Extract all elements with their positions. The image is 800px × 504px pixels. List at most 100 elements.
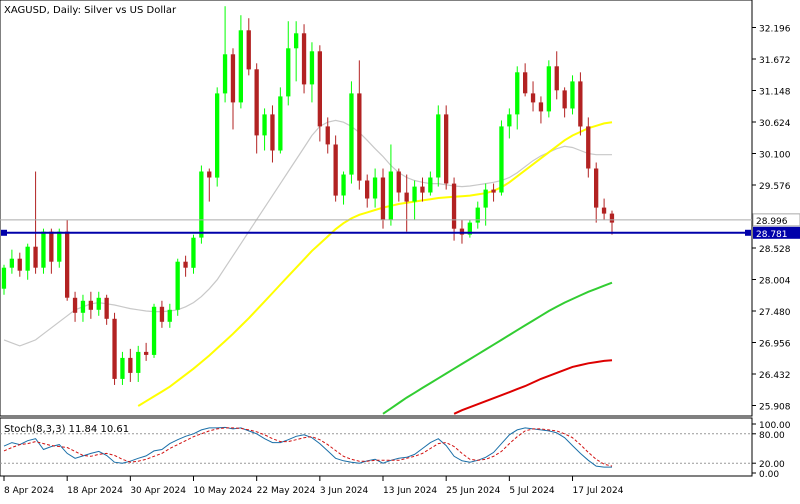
candle bbox=[294, 21, 299, 82]
stochastic-tick-label: 0.00 bbox=[759, 470, 779, 480]
time-tick-label: 25 Jun 2024 bbox=[446, 486, 500, 496]
candle-body bbox=[112, 318, 117, 379]
candle-body bbox=[570, 81, 575, 109]
candle bbox=[57, 228, 62, 268]
candle bbox=[562, 87, 567, 118]
candle bbox=[357, 60, 362, 190]
candle-body bbox=[467, 222, 472, 235]
candle-body bbox=[515, 72, 520, 115]
candle-body bbox=[309, 51, 315, 85]
candle-body bbox=[586, 126, 591, 169]
candle-body bbox=[80, 300, 86, 313]
candle bbox=[515, 66, 520, 130]
candle-body bbox=[491, 189, 496, 193]
candle bbox=[325, 117, 330, 154]
candles bbox=[1, 6, 615, 385]
price-tick-label: 32.196 bbox=[759, 24, 791, 34]
candle bbox=[396, 168, 401, 202]
candle-body bbox=[317, 51, 322, 127]
time-tick-label: 22 May 2024 bbox=[257, 486, 316, 496]
candle bbox=[570, 75, 575, 115]
time-tick-label: 3 Jun 2024 bbox=[320, 486, 369, 496]
stochastic-title: Stoch(8,3,3) 11.84 10.61 bbox=[4, 424, 129, 435]
candle bbox=[467, 219, 472, 238]
candle bbox=[96, 291, 101, 316]
candle bbox=[72, 291, 78, 322]
candle bbox=[317, 45, 322, 142]
candle-body bbox=[554, 66, 559, 91]
candle bbox=[199, 165, 204, 244]
candle bbox=[238, 15, 243, 109]
candle-body bbox=[396, 171, 401, 193]
candle-body bbox=[199, 171, 204, 238]
candle-body bbox=[1, 267, 7, 289]
candle-body bbox=[357, 93, 362, 181]
candle-body bbox=[483, 189, 488, 208]
horizontal-line-handle-right bbox=[745, 229, 751, 236]
candle-body bbox=[388, 171, 393, 220]
candle bbox=[17, 252, 22, 277]
time-tick-label: 10 May 2024 bbox=[194, 486, 253, 496]
candle bbox=[128, 348, 133, 382]
candle-body bbox=[451, 183, 457, 229]
candle-body bbox=[238, 30, 243, 103]
candle bbox=[254, 63, 259, 154]
candle-body bbox=[325, 126, 330, 145]
candle bbox=[523, 63, 528, 97]
candle-body bbox=[175, 261, 180, 310]
candle-body bbox=[341, 174, 346, 196]
candle bbox=[151, 303, 157, 358]
candle bbox=[112, 312, 117, 385]
candle-body bbox=[609, 213, 615, 223]
candle bbox=[436, 105, 441, 187]
candle bbox=[167, 303, 172, 328]
price-tick-label: 26.432 bbox=[759, 371, 791, 381]
candle bbox=[372, 168, 378, 208]
price-tick-label: 31.148 bbox=[759, 87, 791, 97]
candle bbox=[380, 168, 386, 229]
candle-body bbox=[72, 297, 78, 313]
horizontal-line-group: 28.996 28.781 bbox=[0, 213, 800, 240]
candle bbox=[451, 177, 457, 241]
candle-body bbox=[25, 246, 30, 271]
candle-body bbox=[17, 258, 22, 271]
candle bbox=[341, 171, 346, 205]
candle bbox=[104, 294, 109, 325]
candle-body bbox=[49, 231, 54, 262]
candle-body bbox=[294, 33, 299, 49]
candle-body bbox=[88, 300, 93, 310]
candle-body bbox=[436, 114, 441, 178]
price-tick-label: 25.908 bbox=[759, 403, 791, 413]
candle-body bbox=[507, 114, 512, 127]
candle-body bbox=[523, 72, 528, 94]
candle bbox=[278, 87, 283, 154]
candle-body bbox=[594, 168, 599, 208]
candle-body bbox=[246, 30, 251, 70]
stochastic-main-line bbox=[3, 426, 612, 468]
horizontal-line-price-label: 28.781 bbox=[756, 230, 788, 240]
candle bbox=[601, 198, 607, 220]
time-tick-label: 30 Apr 2024 bbox=[130, 486, 186, 496]
candle-body bbox=[167, 309, 172, 322]
candle bbox=[309, 42, 315, 103]
current-price-box bbox=[752, 213, 800, 227]
candle bbox=[222, 6, 228, 103]
candle-body bbox=[230, 54, 236, 103]
candle bbox=[270, 105, 275, 163]
stochastic-lines bbox=[3, 426, 613, 468]
candle bbox=[404, 174, 409, 232]
candle bbox=[1, 264, 7, 295]
candle bbox=[475, 201, 480, 229]
candle bbox=[546, 60, 551, 118]
candle-body bbox=[301, 33, 307, 85]
candle-body bbox=[270, 114, 275, 151]
candle-body bbox=[151, 306, 157, 355]
candle bbox=[444, 105, 449, 190]
candle-body bbox=[578, 81, 583, 127]
candle bbox=[507, 108, 512, 139]
time-axis: 8 Apr 2024 18 Apr 2024 30 Apr 2024 10 May 2… bbox=[3, 476, 624, 496]
candle-body bbox=[420, 186, 425, 193]
